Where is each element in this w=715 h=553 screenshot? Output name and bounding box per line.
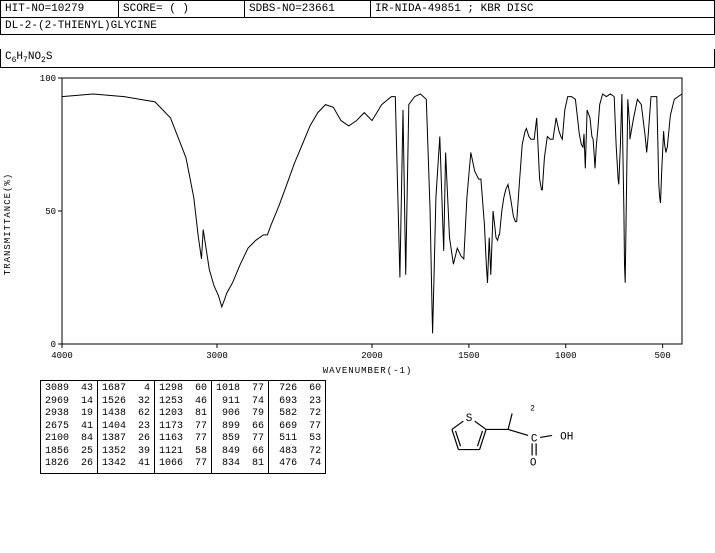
peak-row: 1203 81 [159, 408, 207, 421]
peak-column: 1298 601253 461203 811173 771163 771121 … [155, 381, 212, 473]
ir-nida-cell: IR-NIDA-49851 ; KBR DISC [371, 1, 714, 17]
x-tick-label: 2000 [361, 351, 383, 361]
hit-no-cell: HIT-NO=10279 [1, 1, 119, 17]
peak-row: 899 66 [216, 421, 264, 434]
peak-row: 1352 39 [102, 446, 150, 459]
s-atom-label: S [465, 413, 472, 425]
peak-row: 1687 4 [102, 383, 150, 396]
x-tick-label: 3000 [206, 351, 228, 361]
peak-table: 3089 432969 142938 192675 412100 841856 … [40, 380, 326, 474]
peak-row: 2675 41 [45, 421, 93, 434]
peak-row: 1066 77 [159, 458, 207, 471]
peak-column: 1018 77 911 74 906 79 899 66 859 77 849 … [212, 381, 269, 473]
peak-row: 1526 32 [102, 396, 150, 409]
spectrum-chart: TRANSMITTANCE(%) 05010040003000200015001… [40, 72, 695, 376]
peak-row: 859 77 [216, 433, 264, 446]
peak-row: 2100 84 [45, 433, 93, 446]
y-tick-label: 50 [45, 207, 56, 217]
peak-row: 1253 46 [159, 396, 207, 409]
peak-row: 906 79 [216, 408, 264, 421]
peak-column: 3089 432969 142938 192675 412100 841856 … [41, 381, 98, 473]
bottom-section: 3089 432969 142938 192675 412100 841856 … [40, 380, 695, 480]
peak-column: 726 60 693 23 582 72 669 77 511 53 483 7… [269, 381, 325, 473]
peak-row: 1018 77 [216, 383, 264, 396]
formula-text: C6H7NO2S [5, 51, 52, 63]
x-tick-label: 1500 [458, 351, 480, 361]
peak-row: 726 60 [273, 383, 321, 396]
peak-row: 1342 41 [102, 458, 150, 471]
peak-row: 2969 14 [45, 396, 93, 409]
ring-bond [451, 430, 458, 450]
peak-row: 1163 77 [159, 433, 207, 446]
bond [508, 414, 512, 430]
peak-row: 849 66 [216, 446, 264, 459]
compound-name: DL-2-(2-THIENYL)GLYCINE [0, 18, 715, 35]
peak-row: 483 72 [273, 446, 321, 459]
header-row: HIT-NO=10279 SCORE= ( ) SDBS-NO=23661 IR… [0, 0, 715, 18]
peak-row: 1856 25 [45, 446, 93, 459]
oh-label: OH [560, 432, 573, 444]
peak-row: 834 81 [216, 458, 264, 471]
peak-row: 511 53 [273, 433, 321, 446]
peak-row: 693 23 [273, 396, 321, 409]
sdbs-no-cell: SDBS-NO=23661 [245, 1, 371, 17]
peak-row: 1298 60 [159, 383, 207, 396]
peak-row: 911 74 [216, 396, 264, 409]
peak-row: 1173 77 [159, 421, 207, 434]
score-cell: SCORE= ( ) [119, 1, 245, 17]
bond [540, 436, 552, 438]
peak-column: 1687 41526 321438 621404 231387 261352 3… [98, 381, 155, 473]
x-tick-label: 1000 [555, 351, 577, 361]
peak-row: 2938 19 [45, 408, 93, 421]
molecule-structure: SS2COOH [346, 380, 695, 480]
o-label: O [529, 458, 536, 470]
spectrum-svg: 0 50 100 4000 3000 2000 1500 1000 500 [40, 72, 688, 362]
molecule-svg: SS2COOH [431, 380, 611, 480]
y-tick-label: 0 [51, 340, 56, 350]
peak-row: 3089 43 [45, 383, 93, 396]
peak-row: 1404 23 [102, 421, 150, 434]
plot-frame [62, 78, 682, 344]
peak-row: 1121 58 [159, 446, 207, 459]
peak-row: 1387 26 [102, 433, 150, 446]
peak-row: 582 72 [273, 408, 321, 421]
peak-row: 1438 62 [102, 408, 150, 421]
x-tick-label: 500 [655, 351, 671, 361]
x-tick-label: 4000 [51, 351, 73, 361]
ring-bond [479, 430, 486, 450]
bond [508, 430, 528, 436]
x-axis-label: WAVENUMBER(-1) [40, 366, 695, 376]
y-tick-label: 100 [40, 74, 56, 84]
peak-row: 669 77 [273, 421, 321, 434]
nh2-sub: 2 [530, 405, 535, 414]
peak-row: 1826 26 [45, 458, 93, 471]
peak-row: 476 74 [273, 458, 321, 471]
y-axis-label: TRANSMITTANCE(%) [3, 173, 13, 275]
formula: C6H7NO2S [0, 49, 715, 68]
